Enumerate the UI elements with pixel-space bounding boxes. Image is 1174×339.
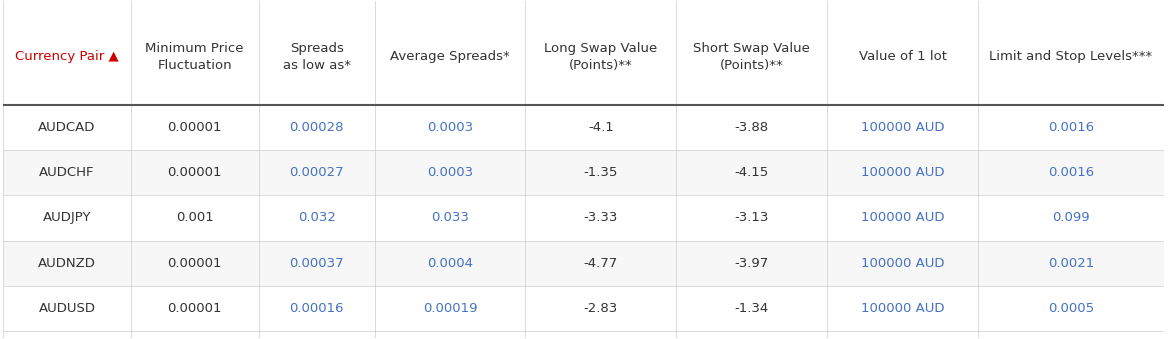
Text: -4.77: -4.77	[583, 257, 618, 270]
Text: 0.00001: 0.00001	[168, 121, 222, 134]
Text: 0.00037: 0.00037	[289, 257, 344, 270]
Bar	[4, 286, 1163, 331]
Text: 0.0016: 0.0016	[1048, 166, 1094, 179]
Text: AUDJPY: AUDJPY	[42, 212, 92, 224]
Text: 0.0003: 0.0003	[427, 166, 473, 179]
Text: AUDCHF: AUDCHF	[39, 166, 95, 179]
Text: 0.00016: 0.00016	[289, 302, 344, 315]
Text: 100000 AUD: 100000 AUD	[861, 257, 944, 270]
Text: 0.00001: 0.00001	[168, 257, 222, 270]
Text: -3.97: -3.97	[735, 257, 769, 270]
Text: 0.00028: 0.00028	[289, 121, 344, 134]
Text: 0.033: 0.033	[431, 212, 468, 224]
Bar	[4, 240, 1163, 286]
Text: Spreads
as low as*: Spreads as low as*	[283, 42, 351, 72]
Text: 100000 AUD: 100000 AUD	[861, 121, 944, 134]
Text: AUDNZD: AUDNZD	[38, 257, 96, 270]
Text: 0.0016: 0.0016	[1048, 121, 1094, 134]
Text: -3.33: -3.33	[583, 212, 618, 224]
Text: -4.1: -4.1	[588, 121, 614, 134]
Text: -1.35: -1.35	[583, 166, 618, 179]
Text: 0.00001: 0.00001	[168, 302, 222, 315]
Text: Value of 1 lot: Value of 1 lot	[858, 50, 946, 63]
Text: Currency Pair ▲: Currency Pair ▲	[15, 50, 119, 63]
Text: Limit and Stop Levels***: Limit and Stop Levels***	[990, 50, 1153, 63]
Text: 0.032: 0.032	[298, 212, 336, 224]
Text: 0.0005: 0.0005	[1048, 302, 1094, 315]
Text: -3.88: -3.88	[735, 121, 769, 134]
Text: 0.00019: 0.00019	[423, 302, 478, 315]
Text: 0.00001: 0.00001	[168, 166, 222, 179]
Text: -3.13: -3.13	[735, 212, 769, 224]
Text: -2.83: -2.83	[583, 302, 618, 315]
Text: -4.15: -4.15	[735, 166, 769, 179]
Text: 0.099: 0.099	[1052, 212, 1089, 224]
Text: 100000 AUD: 100000 AUD	[861, 212, 944, 224]
Text: -1.34: -1.34	[735, 302, 769, 315]
Text: Minimum Price
Fluctuation: Minimum Price Fluctuation	[146, 42, 244, 72]
Text: 0.0003: 0.0003	[427, 121, 473, 134]
Text: 100000 AUD: 100000 AUD	[861, 166, 944, 179]
Text: Short Swap Value
(Points)**: Short Swap Value (Points)**	[694, 42, 810, 72]
Bar	[4, 195, 1163, 240]
Bar	[4, 150, 1163, 195]
Text: AUDUSD: AUDUSD	[39, 302, 95, 315]
Text: 0.0021: 0.0021	[1048, 257, 1094, 270]
Text: Average Spreads*: Average Spreads*	[390, 50, 510, 63]
Text: 100000 AUD: 100000 AUD	[861, 302, 944, 315]
Text: 0.00027: 0.00027	[289, 166, 344, 179]
Bar	[4, 105, 1163, 150]
Text: 0.0004: 0.0004	[427, 257, 473, 270]
Text: 0.001: 0.001	[176, 212, 214, 224]
Text: Long Swap Value
(Points)**: Long Swap Value (Points)**	[545, 42, 657, 72]
Text: AUDCAD: AUDCAD	[39, 121, 96, 134]
